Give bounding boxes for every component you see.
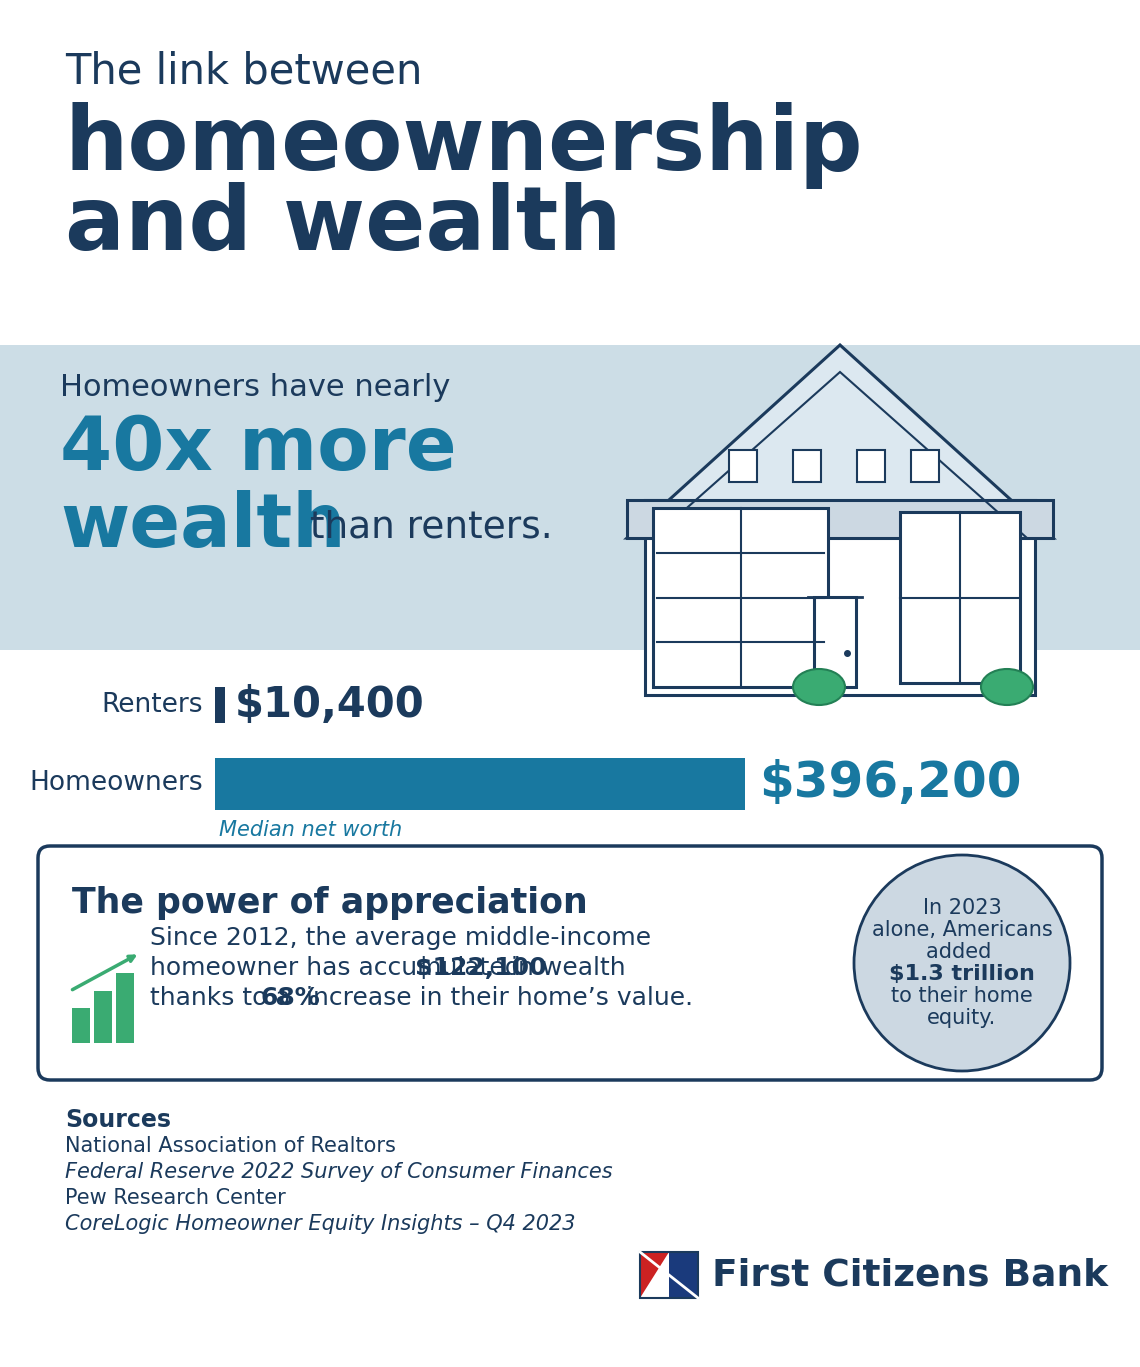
Text: Homeowners have nearly: Homeowners have nearly: [60, 373, 450, 402]
Text: wealth: wealth: [60, 489, 345, 563]
Text: In 2023: In 2023: [922, 898, 1001, 919]
Bar: [93, 991, 112, 1043]
Text: homeowner has accumulated: homeowner has accumulated: [150, 956, 529, 980]
Text: 40x more: 40x more: [60, 413, 457, 487]
Bar: [72, 1007, 90, 1043]
Bar: [627, 500, 1053, 539]
Bar: [116, 973, 135, 1043]
Text: National Association of Realtors: National Association of Realtors: [65, 1136, 396, 1156]
Text: increase in their home’s value.: increase in their home’s value.: [298, 986, 693, 1010]
Bar: [215, 688, 225, 723]
Bar: [215, 757, 746, 811]
Polygon shape: [640, 1252, 669, 1299]
Text: homeownership: homeownership: [65, 103, 864, 189]
Text: added: added: [926, 942, 998, 962]
Circle shape: [854, 854, 1070, 1070]
Text: Homeowners: Homeowners: [30, 770, 203, 796]
Polygon shape: [627, 344, 1053, 539]
Bar: [911, 450, 939, 483]
Polygon shape: [669, 1252, 698, 1299]
Text: The power of appreciation: The power of appreciation: [72, 886, 588, 920]
Ellipse shape: [793, 668, 845, 705]
Text: alone, Americans: alone, Americans: [872, 920, 1052, 940]
Text: $122,100: $122,100: [415, 956, 546, 980]
Text: Sources: Sources: [65, 1109, 171, 1132]
Text: $1.3 trillion: $1.3 trillion: [889, 964, 1035, 984]
Text: Pew Research Center: Pew Research Center: [65, 1188, 286, 1208]
Text: 68%: 68%: [260, 986, 319, 1010]
Bar: [653, 509, 828, 688]
Text: Since 2012, the average middle-income: Since 2012, the average middle-income: [150, 925, 651, 950]
Bar: [728, 450, 757, 483]
Bar: [645, 500, 1035, 694]
Text: Renters: Renters: [101, 692, 203, 718]
Bar: [857, 450, 885, 483]
FancyBboxPatch shape: [38, 846, 1102, 1080]
Text: thanks to a: thanks to a: [150, 986, 299, 1010]
Text: than renters.: than renters.: [298, 510, 553, 545]
Text: to their home: to their home: [891, 986, 1033, 1006]
Text: in wealth: in wealth: [503, 956, 626, 980]
Bar: [814, 597, 856, 688]
Bar: [640, 1252, 698, 1299]
Text: Median net worth: Median net worth: [219, 820, 402, 839]
Text: The link between: The link between: [65, 51, 423, 92]
Text: $10,400: $10,400: [235, 684, 425, 726]
Text: equity.: equity.: [927, 1007, 996, 1028]
Text: First Citizens Bank: First Citizens Bank: [712, 1258, 1108, 1293]
Text: and wealth: and wealth: [65, 182, 621, 269]
Text: $396,200: $396,200: [759, 759, 1021, 807]
Text: CoreLogic Homeowner Equity Insights – Q4 2023: CoreLogic Homeowner Equity Insights – Q4…: [65, 1214, 576, 1234]
Bar: [899, 513, 1020, 684]
Bar: [0, 344, 1140, 649]
Ellipse shape: [982, 668, 1033, 705]
Text: Federal Reserve 2022 Survey of Consumer Finances: Federal Reserve 2022 Survey of Consumer …: [65, 1162, 612, 1182]
Bar: [793, 450, 821, 483]
